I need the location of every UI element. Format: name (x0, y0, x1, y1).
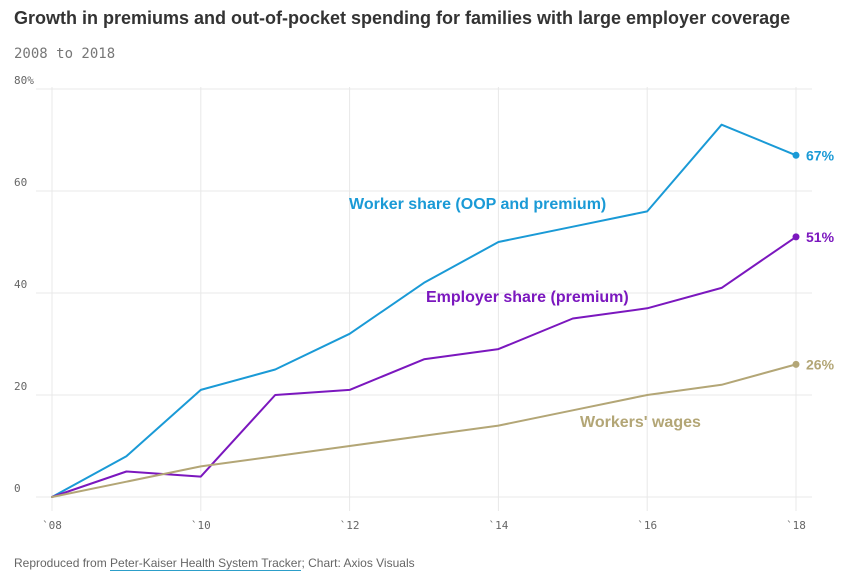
x-tick-label: `12 (340, 519, 360, 532)
axis-ticks: 0 20 40 60 80% `08 `10 `12 `14 `16 `18 (14, 74, 806, 532)
chart-title: Growth in premiums and out-of-pocket spe… (14, 8, 791, 28)
series-endpoint-employer (792, 233, 800, 241)
series-endpoint-worker (792, 151, 800, 159)
series-endpoint-wages (792, 360, 800, 368)
series-labels: 67% Worker share (OOP and premium) 51% Empl… (349, 147, 835, 431)
end-value-label-worker: 67% (806, 147, 835, 163)
x-tick-label: `16 (637, 519, 657, 532)
series-lines (51, 123, 800, 498)
series-line-worker (51, 123, 797, 498)
series-name-label-wages: Workers' wages (580, 414, 701, 431)
footer-prefix: Reproduced from (14, 556, 111, 570)
end-value-label-employer: 51% (806, 229, 835, 245)
x-tick-label: `10 (191, 519, 211, 532)
y-tick-label: 0 (14, 482, 21, 495)
x-tick-label: `18 (786, 519, 806, 532)
y-tick-label: 60 (14, 176, 27, 189)
footer-suffix: ; Chart: Axios Visuals (301, 556, 415, 570)
series-name-label-employer: Employer share (premium) (426, 289, 629, 306)
x-tick-label: `14 (488, 519, 508, 532)
end-value-label-wages: 26% (806, 356, 835, 372)
line-chart: 0 20 40 60 80% `08 `10 `12 `14 `16 `18 67% Worker s… (14, 74, 835, 532)
series-line-wages (51, 363, 797, 498)
x-tick-label: `08 (42, 519, 62, 532)
series-line-employer (51, 235, 797, 498)
chart-footer: Reproduced from Peter-Kaiser Health Syst… (14, 556, 415, 571)
y-tick-label: 80% (14, 74, 34, 87)
chart-subtitle: 2008 to 2018 (14, 46, 116, 62)
grid-lines (36, 87, 812, 511)
y-tick-label: 40 (14, 278, 27, 291)
source-link[interactable]: Peter-Kaiser Health System Tracker (110, 556, 302, 571)
y-tick-label: 20 (14, 380, 27, 393)
series-name-label-worker: Worker share (OOP and premium) (349, 196, 606, 213)
